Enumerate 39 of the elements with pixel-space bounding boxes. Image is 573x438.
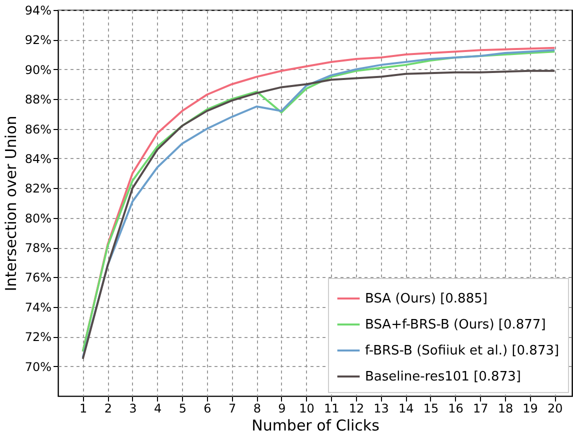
x-tick-label: 11 [324, 402, 340, 416]
y-tick-label: 76% [24, 270, 52, 285]
y-tick-label: 74% [24, 300, 52, 314]
x-tick-label: 2 [104, 402, 112, 416]
x-tick-label: 7 [228, 402, 236, 416]
y-tick-label: 90% [24, 62, 52, 77]
x-tick-label: 4 [154, 402, 162, 416]
x-tick-label: 15 [423, 402, 439, 416]
x-tick-label: 3 [129, 402, 137, 416]
x-tick-label: 10 [299, 402, 314, 416]
x-tick-label: 8 [253, 402, 261, 416]
legend-label: f-BRS-B (Sofiiuk et al.) [0.873] [365, 344, 560, 358]
x-tick-label: 1 [80, 402, 88, 416]
x-tick-label: 6 [204, 402, 212, 416]
x-tick-label: 14 [398, 402, 414, 416]
y-tick-label: 94% [24, 4, 52, 18]
x-tick-label: 19 [522, 402, 538, 416]
y-tick-label: 84% [24, 152, 52, 166]
legend-label: BSA (Ours) [0.885] [365, 292, 488, 306]
y-tick-label: 82% [24, 182, 52, 196]
y-tick-label: 80% [24, 211, 52, 226]
y-tick-label: 70% [24, 360, 52, 374]
legend-label: BSA+f-BRS-B (Ours) [0.877] [365, 318, 546, 332]
y-tick-label: 92% [24, 33, 52, 48]
y-tick-label: 86% [24, 122, 52, 136]
x-tick-label: 16 [448, 402, 464, 416]
y-tick-label: 78% [24, 241, 52, 256]
x-tick-label: 12 [348, 402, 364, 416]
x-tick-label: 18 [498, 402, 514, 416]
y-tick-label: 72% [24, 330, 52, 344]
y-axis-title: Intersection over Union [2, 116, 20, 292]
x-tick-label: 20 [547, 402, 563, 416]
y-tick-label: 88% [24, 92, 52, 107]
x-tick-label: 9 [278, 402, 286, 416]
x-tick-label: 17 [472, 402, 488, 416]
legend-label: Baseline-res101 [0.873] [365, 370, 521, 384]
x-tick-label: 5 [178, 402, 186, 416]
x-axis-title: Number of Clicks [252, 416, 380, 434]
x-tick-label: 13 [374, 402, 389, 416]
